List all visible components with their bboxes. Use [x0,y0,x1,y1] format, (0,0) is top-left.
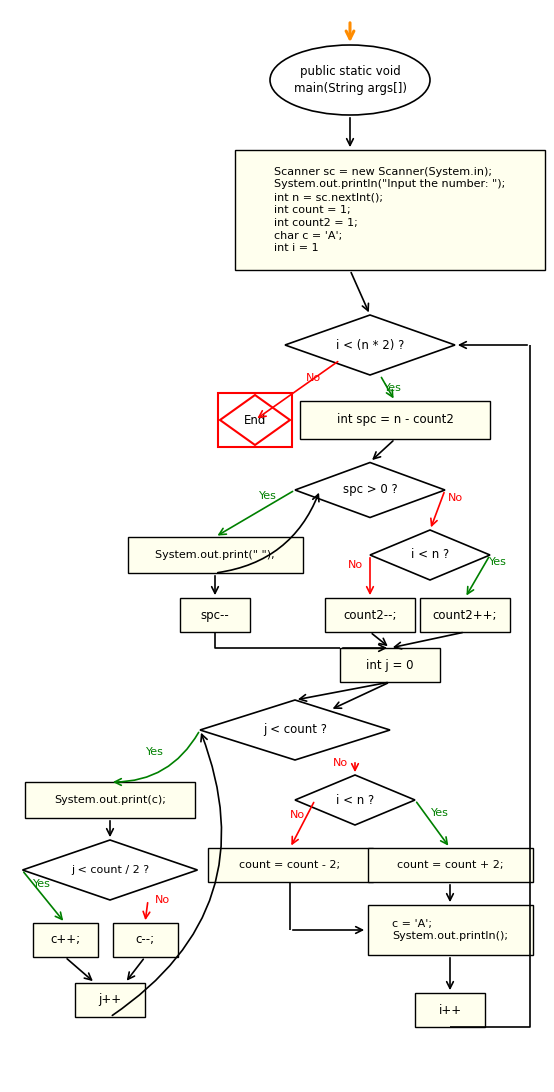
Text: No: No [155,895,170,905]
Text: j < count ?: j < count ? [263,724,327,736]
Text: count = count - 2;: count = count - 2; [239,860,341,870]
Polygon shape [23,840,197,900]
Text: count2++;: count2++; [433,608,497,621]
Polygon shape [370,530,490,580]
Ellipse shape [270,45,430,115]
Text: count = count + 2;: count = count + 2; [397,860,503,870]
Text: count2--;: count2--; [343,608,397,621]
Text: public static void
main(String args[]): public static void main(String args[]) [294,66,407,95]
Text: No: No [305,373,321,383]
Text: Yes: Yes [259,491,277,501]
Text: Scanner sc = new Scanner(System.in);
System.out.println("Input the number: ");
i: Scanner sc = new Scanner(System.in); Sys… [274,167,506,253]
Text: i < (n * 2) ?: i < (n * 2) ? [336,339,404,352]
Text: c = 'A';
System.out.println();: c = 'A'; System.out.println(); [392,918,508,941]
Text: No: No [347,560,362,570]
Text: No: No [332,758,347,768]
Text: j++: j++ [99,994,121,1007]
FancyBboxPatch shape [180,598,250,632]
Text: j < count / 2 ?: j < count / 2 ? [71,865,149,875]
Text: i < n ?: i < n ? [411,548,449,561]
Text: Yes: Yes [431,808,449,818]
Text: int spc = n - count2: int spc = n - count2 [337,414,453,427]
Polygon shape [295,775,415,824]
FancyBboxPatch shape [415,993,485,1026]
Text: i < n ?: i < n ? [336,794,374,807]
FancyBboxPatch shape [127,537,302,573]
Text: i++: i++ [438,1004,461,1017]
Text: System.out.print(c);: System.out.print(c); [54,795,166,805]
Text: c++;: c++; [50,934,80,947]
Polygon shape [285,314,455,375]
Text: End: End [244,414,266,427]
FancyBboxPatch shape [340,648,440,682]
Polygon shape [200,700,390,760]
FancyBboxPatch shape [112,923,177,957]
Text: Yes: Yes [33,879,51,889]
Text: Yes: Yes [384,383,402,393]
Polygon shape [220,395,290,446]
FancyBboxPatch shape [235,150,545,270]
Text: spc--: spc-- [201,608,229,621]
Text: Yes: Yes [146,747,164,757]
Text: c--;: c--; [135,934,155,947]
Text: spc > 0 ?: spc > 0 ? [342,484,397,497]
Polygon shape [295,463,445,518]
FancyBboxPatch shape [300,401,490,439]
FancyBboxPatch shape [25,782,195,818]
FancyBboxPatch shape [33,923,98,957]
Text: No: No [289,810,305,820]
FancyBboxPatch shape [367,905,532,956]
FancyBboxPatch shape [75,983,145,1017]
FancyBboxPatch shape [325,598,415,632]
Text: No: No [448,492,463,503]
Text: System.out.print(" ");: System.out.print(" "); [155,550,275,560]
FancyBboxPatch shape [420,598,510,632]
FancyBboxPatch shape [367,848,532,882]
FancyBboxPatch shape [208,848,372,882]
Text: Yes: Yes [489,557,507,567]
Text: int j = 0: int j = 0 [366,658,414,672]
